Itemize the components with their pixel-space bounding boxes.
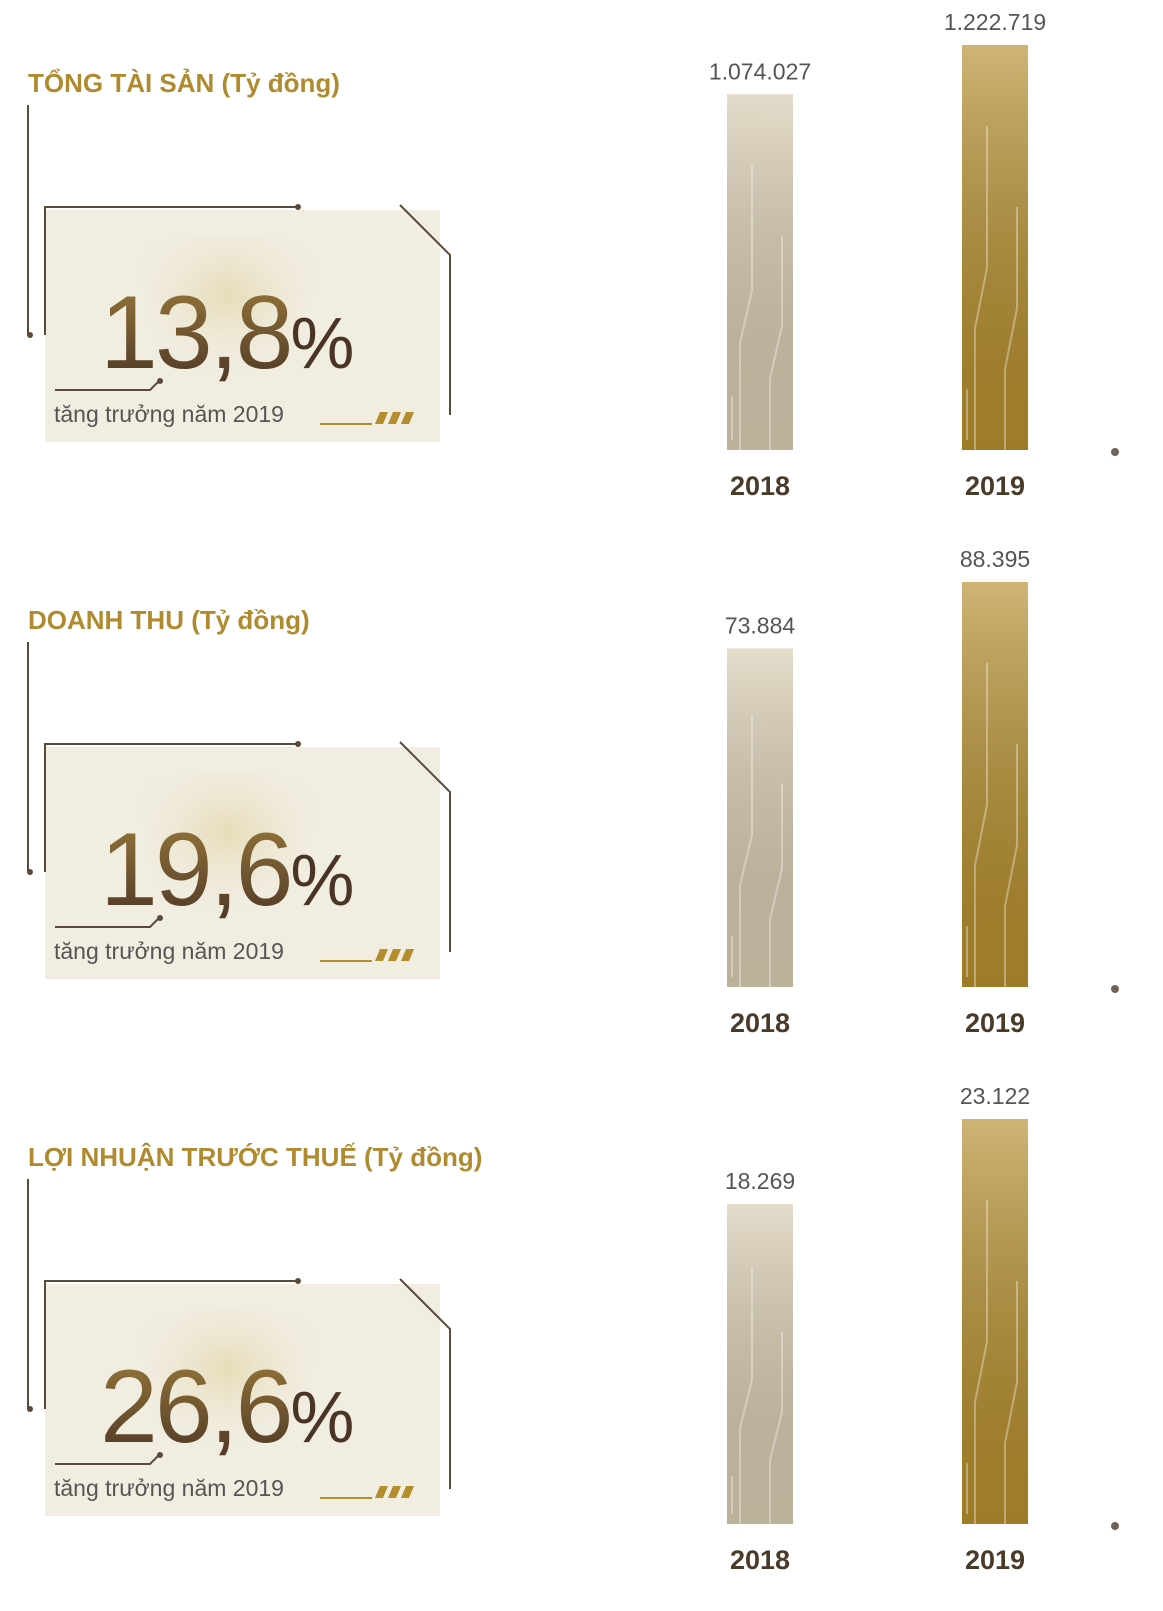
deco-stripes	[375, 1486, 414, 1498]
baseline-dot	[1111, 1522, 1119, 1530]
frame-line	[399, 204, 451, 415]
chart-panel: DOANH THU (Tỷ đồng)19,6%tăng trưởng năm …	[27, 546, 1119, 1038]
growth-note: tăng trưởng năm 2019	[54, 1475, 284, 1501]
bar-shine	[727, 1204, 793, 1524]
frame-dot	[295, 1278, 301, 1284]
value-label: 23.122	[960, 1083, 1030, 1109]
deco-stripes	[375, 949, 414, 961]
frame-dot	[295, 741, 301, 747]
bar-shine	[962, 45, 1028, 450]
bar-circuit	[731, 716, 783, 987]
badge-shield	[135, 235, 320, 385]
frame-line	[55, 1453, 161, 1465]
growth-unit: %	[290, 304, 354, 384]
frame-dot	[27, 1406, 33, 1412]
value-label: 1.222.719	[944, 9, 1046, 35]
frame-dot	[157, 378, 163, 384]
frame-line	[27, 1179, 298, 1409]
x-tick-label: 2018	[730, 1008, 790, 1038]
frame-line	[399, 1278, 451, 1489]
x-tick-label: 2019	[965, 1545, 1025, 1575]
bar-circuit	[966, 126, 1018, 450]
frame-dot	[27, 869, 33, 875]
chart-title: LỢI NHUẬN TRƯỚC THUẾ (Tỷ đồng)	[28, 1142, 482, 1172]
value-label: 73.884	[725, 612, 796, 638]
bar-shine	[727, 94, 793, 451]
deco-stripes	[375, 412, 414, 424]
growth-unit: %	[290, 841, 354, 921]
bar-shine	[962, 1119, 1028, 1524]
frame-dot	[295, 204, 301, 210]
frame-line	[399, 741, 451, 952]
frame-dot	[27, 332, 33, 338]
frame-dot	[157, 915, 163, 921]
growth-value: 26,6%	[100, 1349, 354, 1465]
x-tick-label: 2019	[965, 1008, 1025, 1038]
growth-value: 13,8%	[100, 275, 354, 391]
frame-dot	[157, 1452, 163, 1458]
growth-note: tăng trưởng năm 2019	[54, 401, 284, 427]
growth-number: 13,8	[100, 275, 290, 391]
baseline-dot	[1111, 448, 1119, 456]
badge-shield	[135, 772, 320, 922]
bar-circuit	[731, 1268, 783, 1524]
x-tick-label: 2018	[730, 1545, 790, 1575]
bar-shine	[962, 582, 1028, 987]
frame-line	[27, 642, 298, 872]
bar-circuit	[731, 165, 783, 450]
chart-panel: TỔNG TÀI SẢN (Tỷ đồng)13,8%tăng trưởng n…	[27, 9, 1119, 501]
x-tick-label: 2019	[965, 471, 1025, 501]
frame-line	[55, 916, 161, 928]
x-tick-label: 2018	[730, 471, 790, 501]
frame-line	[27, 105, 298, 335]
baseline-dot	[1111, 985, 1119, 993]
chart-title: TỔNG TÀI SẢN (Tỷ đồng)	[28, 68, 340, 98]
chart-panel: LỢI NHUẬN TRƯỚC THUẾ (Tỷ đồng)26,6%tăng …	[27, 1083, 1119, 1575]
growth-number: 19,6	[100, 812, 290, 928]
value-label: 1.074.027	[709, 58, 811, 84]
growth-number: 26,6	[100, 1349, 290, 1465]
value-label: 88.395	[960, 546, 1030, 572]
chart-title: DOANH THU (Tỷ đồng)	[28, 605, 310, 635]
bar-circuit	[966, 1200, 1018, 1524]
growth-unit: %	[290, 1378, 354, 1458]
frame-line	[55, 379, 161, 391]
bar-shine	[727, 648, 793, 987]
badge-shield	[135, 1309, 320, 1459]
growth-note: tăng trưởng năm 2019	[54, 938, 284, 964]
bar-circuit	[966, 663, 1018, 987]
value-label: 18.269	[725, 1168, 795, 1194]
growth-value: 19,6%	[100, 812, 354, 928]
